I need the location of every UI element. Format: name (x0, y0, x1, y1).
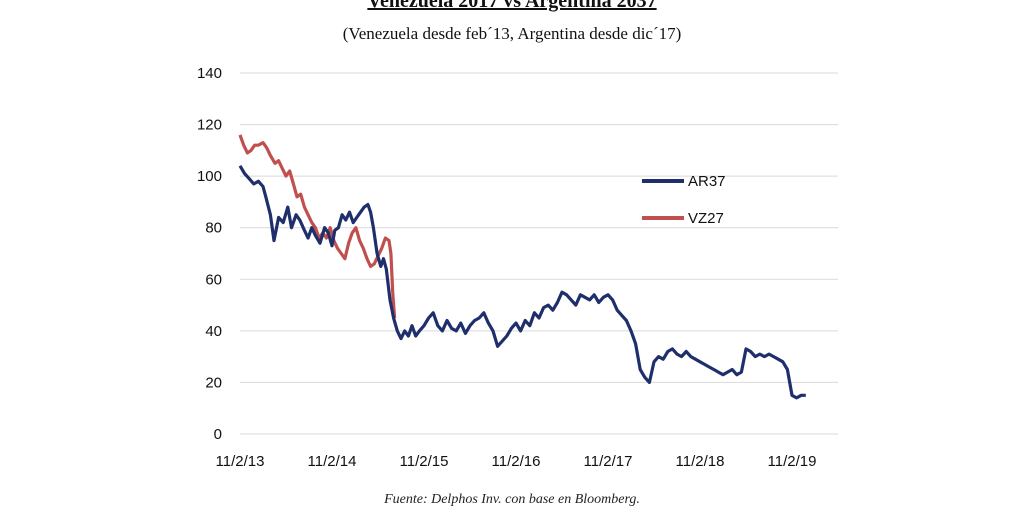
y-tick-label: 140 (197, 65, 222, 82)
legend: AR37 VZ27 (642, 173, 726, 227)
x-tick-label: 11/2/13 (216, 453, 265, 470)
grid-lines (240, 72, 838, 435)
x-tick-label: 11/2/18 (676, 453, 725, 470)
x-axis-ticks: 11/2/13 11/2/14 11/2/15 11/2/16 11/2/17 11/2/… (216, 453, 817, 470)
y-tick-label: 20 (205, 374, 222, 391)
y-tick-label: 120 (197, 117, 222, 134)
x-tick-label: 11/2/16 (492, 453, 541, 470)
x-tick-label: 11/2/15 (400, 453, 449, 470)
y-tick-label: 0 (214, 426, 222, 443)
y-tick-label: 100 (197, 168, 222, 185)
x-tick-label: 11/2/17 (584, 453, 633, 470)
series-line-vz27 (238, 134, 397, 319)
y-axis-ticks: 0 20 40 60 80 100 120 140 (197, 65, 222, 443)
y-tick-label: 60 (205, 271, 222, 288)
series-line-ar37 (238, 164, 806, 400)
x-tick-label: 11/2/19 (768, 453, 817, 470)
x-tick-label: 11/2/14 (308, 453, 357, 470)
chart-subtitle: (Venezuela desde feb´13, Argentina desde… (342, 24, 682, 43)
y-tick-label: 40 (205, 323, 222, 340)
legend-label-vz27: VZ27 (688, 210, 724, 227)
source-note: Fuente: Delphos Inv. con base en Bloombe… (384, 492, 640, 507)
chart-title: Venezuela 2017 vs Argentina 2037 (367, 0, 657, 12)
y-tick-label: 80 (205, 220, 222, 237)
legend-label-ar37: AR37 (688, 173, 726, 190)
series-lines (238, 134, 806, 400)
